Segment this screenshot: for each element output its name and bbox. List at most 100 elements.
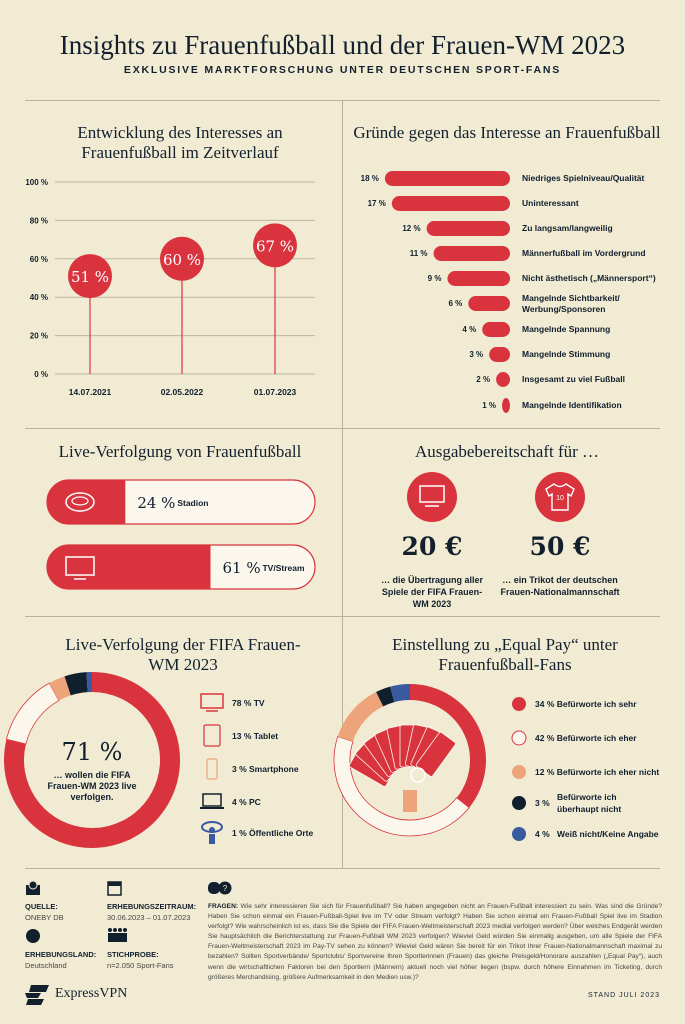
bar-value-label: 2 % (476, 375, 490, 384)
bar-value-label: 1 % (482, 401, 496, 410)
legend-label: überhaupt nicht (557, 804, 621, 814)
spend-text: … ein Trikot der deutschen Frauen-Nation… (500, 575, 620, 597)
map-pin-icon (26, 880, 40, 895)
bar (391, 196, 510, 211)
tv-icon (200, 693, 224, 709)
bar-category-label: Uninteressant (522, 198, 579, 208)
donut-segment-1 (376, 686, 395, 707)
legend-label: 3 % (535, 798, 550, 808)
calendar-icon (107, 881, 122, 896)
brand-name: ExpressVPN (55, 986, 128, 1001)
bar (482, 322, 510, 337)
spend-icon-circle (535, 472, 585, 522)
public-viewing-icon (209, 827, 215, 833)
country-label: ERHEBUNGSLAND: (25, 950, 97, 959)
data-label: 67 % (256, 237, 294, 255)
hand-icon (403, 790, 417, 812)
bar (447, 271, 510, 286)
tv-icon (419, 485, 445, 503)
bar-category-label: Mangelnde Identifikation (522, 400, 622, 410)
lollipop-head (68, 254, 112, 299)
question-bubbles-icon: ? (208, 881, 232, 895)
legend-marker (512, 765, 526, 779)
tv-icon (65, 556, 95, 576)
bar-value-label: 12 % (402, 224, 420, 233)
page-title: Insights zu Frauenfußball und der Frauen… (59, 30, 626, 60)
donut-segment-1 (337, 692, 384, 742)
bar-category-label: Mangelnde Spannung (522, 324, 610, 334)
stand-date: STAND JULI 2023 (587, 992, 660, 999)
bar-category-label: TV/Stream (262, 563, 304, 573)
bar-value-label: 17 % (368, 199, 386, 208)
x-tick-label: 02.05.2022 (161, 387, 204, 397)
legend-label: 78 % TV (232, 698, 265, 708)
x-tick-label: 01.07.2023 (254, 387, 297, 397)
questions-body: Wie sehr interessieren Sie sich für Frau… (208, 903, 662, 981)
period-label: ERHEBUNGSZEITRAUM: (107, 902, 197, 911)
data-label: 51 % (71, 268, 109, 286)
donut-segment-1 (333, 736, 470, 837)
spend-value: 20 € (401, 532, 463, 561)
pill-fill (47, 545, 211, 589)
bar-value-label: 3 % (469, 350, 483, 359)
stadium-icon (65, 492, 95, 512)
tablet-icon (203, 724, 221, 747)
spend-text: … die Übertragung aller Spiele der FIFA … (380, 575, 484, 609)
jersey-icon: 10 (556, 495, 564, 502)
donut-center-text: … wollen die FIFA Frauen-WM 2023 live ve… (47, 770, 137, 802)
bar-value-label: 61 % (222, 559, 260, 577)
source-label: QUELLE: (25, 902, 58, 911)
y-tick-label: 100 % (25, 178, 48, 187)
bar (489, 347, 510, 362)
legend-label: Befürworte ich (557, 792, 617, 802)
expressvpn-logo-icon (25, 985, 49, 1005)
sample-label: STICHPROBE: (107, 950, 159, 959)
bar-category-label: Stadion (177, 498, 208, 508)
bar (433, 246, 510, 261)
y-tick-label: 20 % (30, 332, 48, 341)
legend-marker (512, 697, 526, 711)
bar-value-label: 11 % (410, 249, 428, 258)
donut-segment-1 (410, 684, 486, 808)
legend-label: 4 % PC (232, 797, 261, 807)
svg-text:?: ? (223, 884, 228, 893)
smartphone-icon (206, 758, 218, 780)
public-viewing-icon (209, 834, 215, 844)
bar-value-label: 6 % (449, 299, 463, 308)
data-label: 60 % (163, 251, 201, 269)
legend-label: 12 % Befürworte ich eher nicht (535, 767, 659, 777)
legend-label: Weiß nicht/Keine Angabe (557, 829, 659, 839)
bar-category-label: Männerfußball im Vordergrund (522, 248, 646, 258)
lollipop-head (253, 223, 297, 268)
legend-label: 4 % (535, 829, 550, 839)
x-tick-label: 14.07.2021 (69, 387, 112, 397)
sample-value: n=2.050 Sport-Fans (107, 961, 174, 970)
bar-value-label: 4 % (462, 325, 476, 334)
bar-category-label: Niedriges Spielniveau/Qualität (522, 173, 645, 183)
bar-value-label: 24 % (137, 494, 175, 512)
donut-center-value: 71 % (61, 738, 123, 766)
lollipop-head (160, 236, 204, 281)
pill-fill (47, 480, 126, 524)
bar-category-label: Mangelnde Stimmung (522, 349, 610, 359)
y-tick-label: 80 % (30, 216, 48, 225)
money-icon (410, 767, 426, 783)
page-subtitle: EXKLUSIVE MARKTFORSCHUNG UNTER DEUTSCHEN… (123, 64, 562, 76)
donut-segment-0 (64, 672, 88, 696)
donut-segment-0 (49, 676, 71, 701)
section-title: Ausgabebereitschaft für … (414, 442, 600, 461)
legend-label: 1 % Öffentliche Orte (232, 828, 314, 838)
legend-marker (512, 796, 526, 810)
donut-segment-0 (86, 672, 92, 693)
bar-value-label: 18 % (361, 174, 379, 183)
legend-marker (511, 730, 527, 746)
donut-hole (25, 693, 159, 827)
section-title: Live-Verfolgung von Frauenfußball (58, 442, 302, 461)
jersey-icon (545, 483, 575, 511)
bar (384, 171, 510, 186)
bar-category-label: Nicht ästhetisch („Männersport“) (522, 273, 656, 283)
bar-value-label: 9 % (428, 274, 442, 283)
section-title: Entwicklung des Interesses an Frauenfußb… (77, 123, 283, 162)
legend-label: 3 % Smartphone (232, 764, 299, 774)
